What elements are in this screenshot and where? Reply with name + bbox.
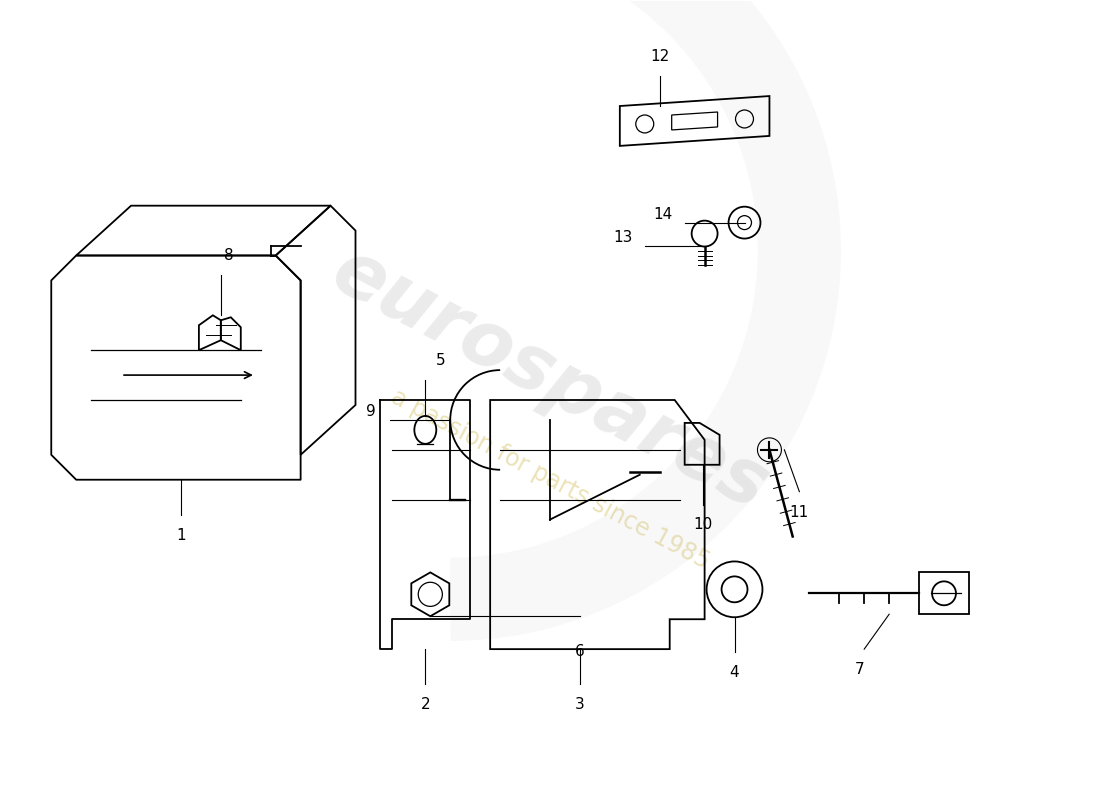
Text: 14: 14 bbox=[653, 207, 673, 222]
Text: a passion for parts since 1985: a passion for parts since 1985 bbox=[387, 386, 713, 574]
Text: 10: 10 bbox=[693, 517, 712, 531]
Text: 11: 11 bbox=[790, 505, 808, 520]
Text: 5: 5 bbox=[436, 353, 446, 368]
Text: 4: 4 bbox=[729, 665, 739, 680]
Text: 2: 2 bbox=[420, 697, 430, 712]
Text: 9: 9 bbox=[365, 405, 375, 419]
Text: 6: 6 bbox=[575, 644, 585, 659]
Text: 1: 1 bbox=[176, 527, 186, 542]
Text: 13: 13 bbox=[614, 230, 632, 245]
Text: 7: 7 bbox=[855, 662, 864, 677]
Text: 3: 3 bbox=[575, 697, 585, 712]
Text: 8: 8 bbox=[224, 249, 233, 263]
Text: 12: 12 bbox=[650, 49, 669, 64]
Text: eurospares: eurospares bbox=[319, 234, 781, 526]
